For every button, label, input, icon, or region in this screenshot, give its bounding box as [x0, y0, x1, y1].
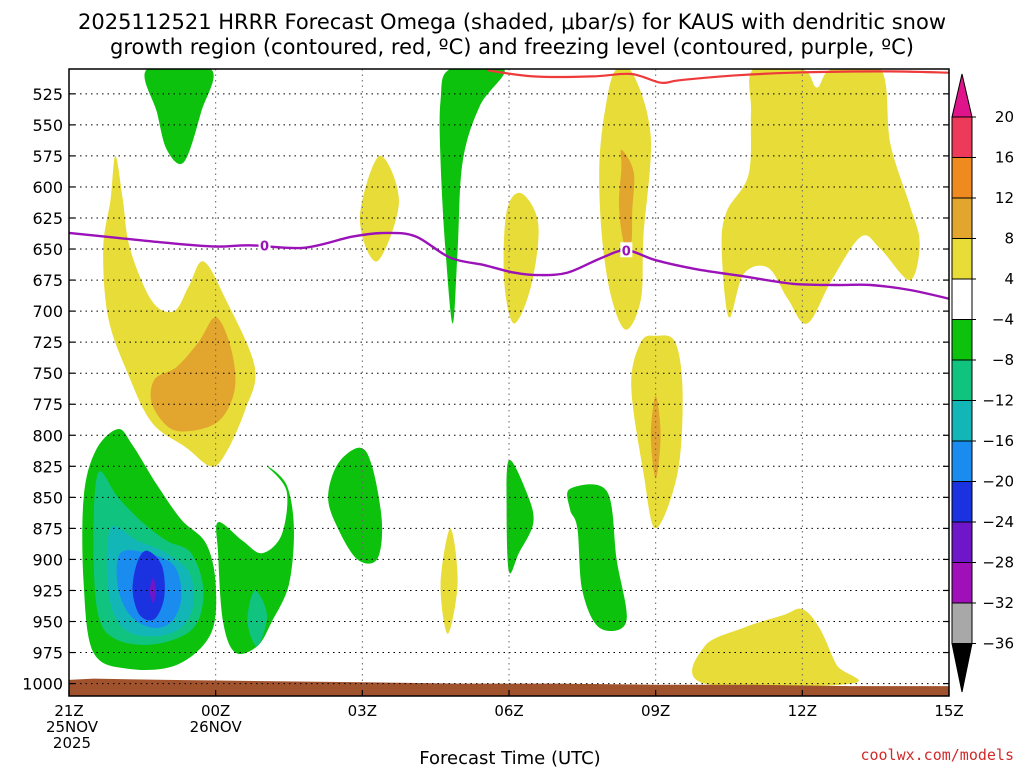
- colorbar: 20 16 12 8 4 −4 −8 −12 −16 −20 −24 −28 −32 −36: [951, 73, 1014, 693]
- colorbar-bottom-arrow: [951, 643, 973, 693]
- freezing-level-contour: [68, 231, 950, 300]
- colorbar-label-0: 20: [995, 108, 1014, 126]
- omega-region-21-level-neg4: [328, 447, 383, 564]
- omega-region-8-level-4: [503, 192, 539, 324]
- colorbar-label-7: −12: [982, 392, 1014, 410]
- y-tick-label-550: 550: [32, 116, 63, 135]
- omega-region-4-level-4: [721, 69, 920, 324]
- colorbar-band-12: [951, 602, 973, 644]
- y-axis-ticks: 525 550 575 600 625 650 675 700 725 750 775 800 825 8…: [22, 85, 949, 694]
- colorbar-band-10: [951, 521, 973, 563]
- colorbar-label-11: −28: [982, 554, 1014, 572]
- omega-region-19-level-neg4: [216, 466, 294, 655]
- y-tick-label-900: 900: [32, 550, 63, 569]
- omega-region-10-level-8: [650, 395, 661, 479]
- omega-region-23-level-neg4: [567, 484, 627, 632]
- y-tick-label-925: 925: [32, 581, 63, 600]
- y-tick-label-575: 575: [32, 147, 63, 166]
- x-tick-label-18-0: 15Z: [934, 702, 963, 720]
- y-tick-label-625: 625: [32, 209, 63, 228]
- y-tick-label-825: 825: [32, 457, 63, 476]
- colorbar-label-9: −20: [982, 473, 1014, 491]
- omega-region-0-level-neg4: [144, 69, 214, 164]
- colorbar-top-arrow: [951, 73, 973, 118]
- colorbar-label-1: 16: [995, 149, 1014, 167]
- colorbar-band-7: [951, 400, 973, 442]
- freezing-label-1: 0: [622, 244, 631, 259]
- omega-region-17-level-neg20: [132, 550, 165, 621]
- dendritic-snow-contour: [486, 69, 950, 85]
- y-tick-label-950: 950: [32, 613, 63, 632]
- colorbar-band-2: [951, 197, 973, 239]
- freezing-label-bg-0: [258, 237, 271, 253]
- x-tick-label-3-0: 00Z: [201, 702, 230, 720]
- y-tick-label-775: 775: [32, 395, 63, 414]
- y-tick-label-850: 850: [32, 488, 63, 507]
- y-tick-label-700: 700: [32, 302, 63, 321]
- y-tick-label-650: 650: [32, 240, 63, 259]
- colorbar-label-6: −8: [992, 351, 1014, 369]
- x-tick-label-12-0: 09Z: [641, 702, 670, 720]
- colorbar-band-9: [951, 481, 973, 523]
- colorbar-band-3: [951, 238, 973, 280]
- colorbar-label-12: −32: [982, 594, 1014, 612]
- y-tick-label-1000: 1000: [22, 675, 63, 694]
- credit-text: coolwx.com/models: [860, 746, 1014, 764]
- colorbar-label-4: 4: [1004, 270, 1014, 288]
- colorbar-label-10: −24: [982, 513, 1014, 531]
- y-tick-label-750: 750: [32, 364, 63, 383]
- terrain-surface: [69, 678, 949, 696]
- freezing-label-0: 0: [260, 239, 269, 254]
- x-tick-label-0-1: 25NOV: [46, 718, 99, 736]
- omega-region-20-level-neg8: [247, 590, 268, 647]
- x-tick-label-0-2: 2025: [53, 734, 91, 752]
- colorbar-band-8: [951, 440, 973, 482]
- y-tick-label-675: 675: [32, 271, 63, 290]
- omega-region-3-level-8: [618, 149, 635, 248]
- colorbar-label-5: −4: [992, 311, 1014, 329]
- chart-title-line1: 2025112521 HRRR Forecast Omega (shaded, …: [78, 10, 946, 34]
- omega-region-22-level-neg4: [506, 459, 534, 574]
- omega-shaded-regions: [82, 69, 920, 688]
- y-tick-label-975: 975: [32, 644, 63, 663]
- colorbar-label-13: −36: [982, 635, 1014, 653]
- terrain-layer: [69, 678, 949, 696]
- omega-region-11-level-4: [440, 528, 458, 634]
- colorbar-band-0: [951, 116, 973, 158]
- colorbar-band-5: [951, 319, 973, 361]
- x-tick-label-0-0: 21Z: [54, 702, 83, 720]
- omega-region-6-level-8: [150, 317, 236, 432]
- colorbar-band-4: [951, 278, 973, 320]
- omega-region-12-level-4: [692, 608, 859, 688]
- y-tick-label-525: 525: [32, 85, 63, 104]
- y-tick-label-800: 800: [32, 426, 63, 445]
- x-axis-label: Forecast Time (UTC): [419, 748, 600, 768]
- x-tick-label-9-0: 06Z: [494, 702, 523, 720]
- x-tick-label-3-1: 26NOV: [190, 718, 243, 736]
- y-tick-label-725: 725: [32, 333, 63, 352]
- colorbar-band-11: [951, 562, 973, 604]
- x-tick-label-6-0: 03Z: [348, 702, 377, 720]
- chart-title-line2: growth region (contoured, red, ºC) and f…: [110, 35, 914, 59]
- colorbar-label-3: 8: [1004, 230, 1014, 248]
- y-tick-label-600: 600: [32, 178, 63, 197]
- freezing-label-bg-1: [620, 242, 633, 258]
- y-tick-label-875: 875: [32, 519, 63, 538]
- x-tick-label-15-0: 12Z: [788, 702, 817, 720]
- colorbar-band-1: [951, 157, 973, 199]
- colorbar-label-8: −16: [982, 432, 1014, 450]
- colorbar-label-2: 12: [995, 189, 1014, 207]
- colorbar-band-6: [951, 359, 973, 401]
